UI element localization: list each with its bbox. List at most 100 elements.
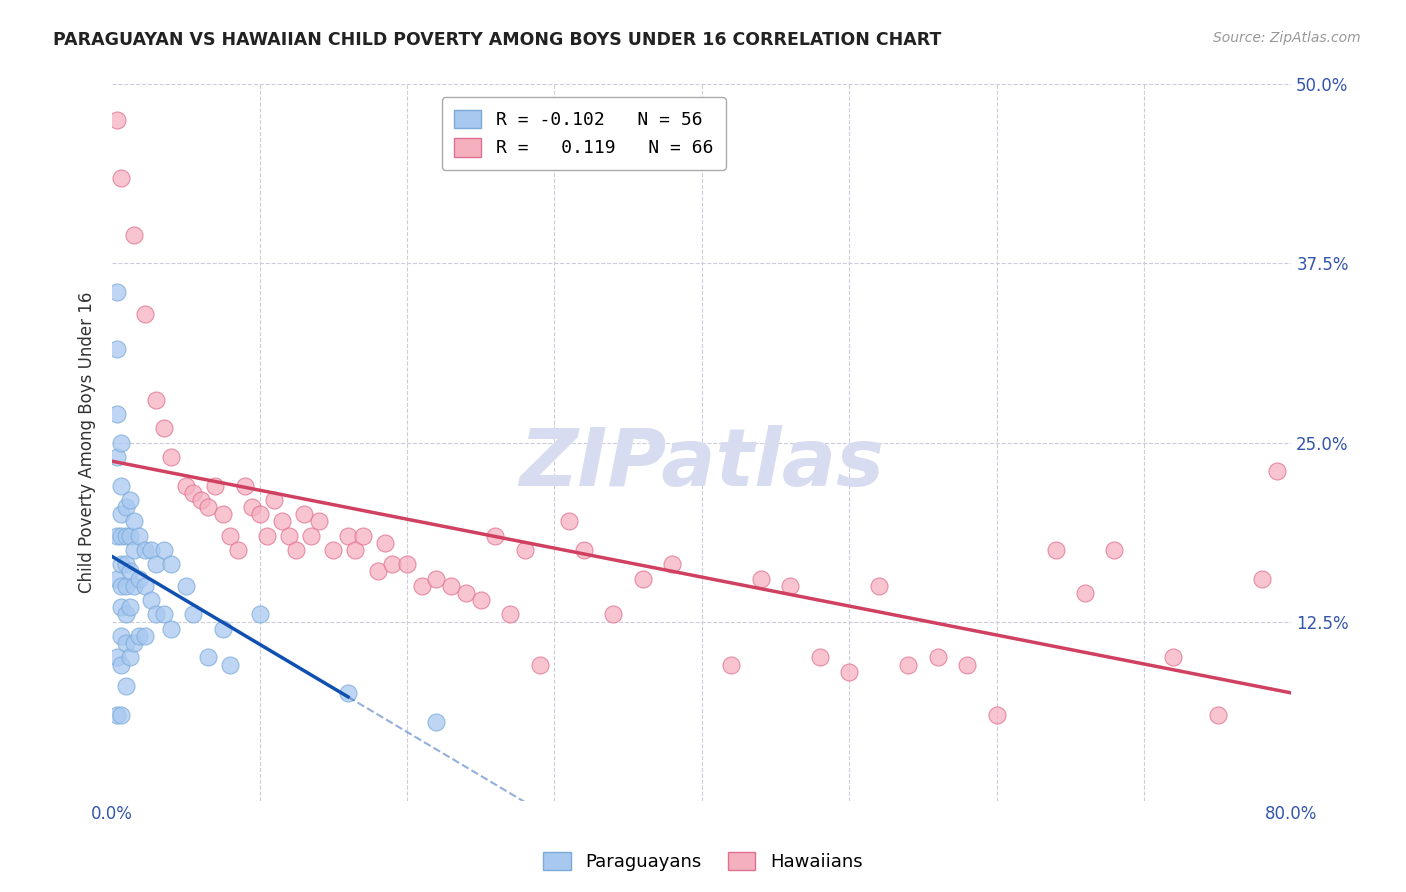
Point bbox=[440, 579, 463, 593]
Point bbox=[1104, 543, 1126, 558]
Point bbox=[897, 657, 920, 672]
Point bbox=[114, 558, 136, 572]
Point bbox=[337, 686, 360, 700]
Point bbox=[110, 707, 132, 722]
Point bbox=[124, 579, 146, 593]
Point bbox=[352, 528, 374, 542]
Point bbox=[124, 514, 146, 528]
Point bbox=[529, 657, 551, 672]
Point bbox=[256, 528, 278, 542]
Point bbox=[124, 227, 146, 242]
Point bbox=[114, 500, 136, 514]
Point bbox=[160, 450, 183, 464]
Point bbox=[110, 629, 132, 643]
Point bbox=[105, 650, 128, 665]
Point bbox=[838, 665, 860, 679]
Point bbox=[322, 543, 344, 558]
Point bbox=[219, 657, 242, 672]
Point bbox=[395, 558, 418, 572]
Point bbox=[110, 170, 132, 185]
Point bbox=[139, 543, 162, 558]
Point bbox=[779, 579, 801, 593]
Point bbox=[233, 478, 256, 492]
Point bbox=[118, 565, 141, 579]
Point bbox=[124, 543, 146, 558]
Point bbox=[572, 543, 595, 558]
Point bbox=[153, 607, 176, 622]
Point bbox=[1250, 572, 1272, 586]
Point bbox=[134, 307, 156, 321]
Point bbox=[110, 528, 132, 542]
Point bbox=[367, 565, 389, 579]
Point bbox=[344, 543, 367, 558]
Point bbox=[263, 492, 285, 507]
Point bbox=[114, 607, 136, 622]
Point bbox=[110, 579, 132, 593]
Point bbox=[105, 285, 128, 300]
Point bbox=[1074, 586, 1097, 600]
Point bbox=[190, 492, 212, 507]
Point bbox=[145, 607, 167, 622]
Legend: Paraguayans, Hawaiians: Paraguayans, Hawaiians bbox=[536, 845, 870, 879]
Point bbox=[285, 543, 308, 558]
Point bbox=[337, 528, 360, 542]
Point bbox=[204, 478, 226, 492]
Point bbox=[270, 514, 292, 528]
Point bbox=[110, 507, 132, 521]
Point bbox=[374, 536, 396, 550]
Point bbox=[308, 514, 330, 528]
Point bbox=[956, 657, 979, 672]
Point bbox=[160, 622, 183, 636]
Point bbox=[425, 714, 447, 729]
Point bbox=[299, 528, 322, 542]
Point bbox=[211, 507, 233, 521]
Point bbox=[153, 543, 176, 558]
Point bbox=[110, 478, 132, 492]
Point bbox=[197, 650, 219, 665]
Point bbox=[118, 528, 141, 542]
Point bbox=[513, 543, 536, 558]
Point bbox=[292, 507, 315, 521]
Point bbox=[105, 572, 128, 586]
Point bbox=[105, 407, 128, 421]
Point bbox=[1265, 464, 1288, 478]
Point bbox=[105, 343, 128, 357]
Text: Source: ZipAtlas.com: Source: ZipAtlas.com bbox=[1213, 31, 1361, 45]
Text: PARAGUAYAN VS HAWAIIAN CHILD POVERTY AMONG BOYS UNDER 16 CORRELATION CHART: PARAGUAYAN VS HAWAIIAN CHILD POVERTY AMO… bbox=[53, 31, 942, 49]
Point bbox=[174, 579, 197, 593]
Point bbox=[114, 679, 136, 693]
Point bbox=[411, 579, 433, 593]
Point bbox=[558, 514, 581, 528]
Point bbox=[425, 572, 447, 586]
Point bbox=[602, 607, 624, 622]
Point bbox=[381, 558, 404, 572]
Point bbox=[110, 435, 132, 450]
Point bbox=[110, 558, 132, 572]
Point bbox=[118, 492, 141, 507]
Point bbox=[114, 528, 136, 542]
Point bbox=[134, 543, 156, 558]
Point bbox=[124, 636, 146, 650]
Point bbox=[1206, 707, 1229, 722]
Point bbox=[484, 528, 506, 542]
Point bbox=[134, 629, 156, 643]
Point bbox=[986, 707, 1008, 722]
Point bbox=[128, 629, 150, 643]
Point bbox=[118, 600, 141, 615]
Point bbox=[160, 558, 183, 572]
Point bbox=[114, 579, 136, 593]
Point bbox=[278, 528, 301, 542]
Legend: R = -0.102   N = 56, R =   0.119   N = 66: R = -0.102 N = 56, R = 0.119 N = 66 bbox=[441, 97, 725, 170]
Point bbox=[153, 421, 176, 435]
Point bbox=[181, 607, 204, 622]
Point bbox=[145, 558, 167, 572]
Point bbox=[219, 528, 242, 542]
Point bbox=[927, 650, 949, 665]
Point bbox=[110, 657, 132, 672]
Point bbox=[181, 485, 204, 500]
Point bbox=[118, 650, 141, 665]
Point bbox=[1045, 543, 1067, 558]
Point bbox=[211, 622, 233, 636]
Point bbox=[240, 500, 263, 514]
Y-axis label: Child Poverty Among Boys Under 16: Child Poverty Among Boys Under 16 bbox=[79, 292, 96, 593]
